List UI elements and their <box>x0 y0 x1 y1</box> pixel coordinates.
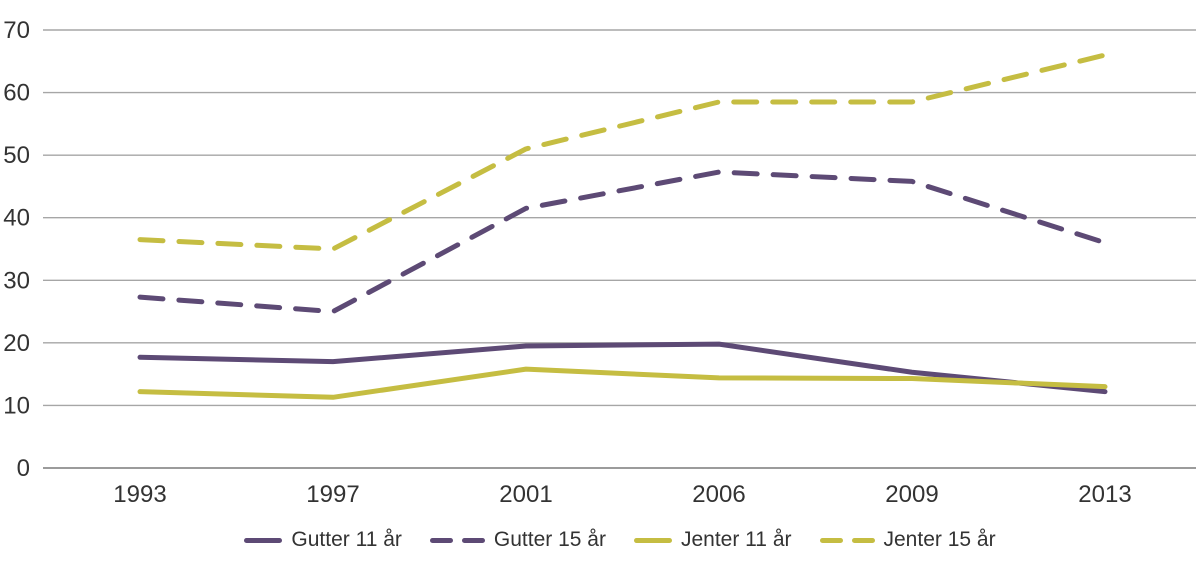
legend-dash <box>633 537 672 543</box>
legend-swatch-jenter-11 <box>633 537 672 543</box>
legend-dash <box>819 537 843 543</box>
y-tick-label: 70 <box>3 17 30 44</box>
legend-dash <box>461 537 485 543</box>
legend-dash <box>429 537 453 543</box>
x-tick-label: 2013 <box>1078 481 1131 508</box>
x-tick-label: 1993 <box>113 481 166 508</box>
x-tick-label: 2006 <box>692 481 745 508</box>
legend-label-gutter-15: Gutter 15 år <box>493 528 606 551</box>
y-tick-label: 50 <box>3 142 30 169</box>
series-line-jenter-11-ar <box>137 366 1108 400</box>
series-line-gutter-15-ar <box>137 169 1108 315</box>
series-line-jenter-15-ar <box>137 52 1108 252</box>
legend-item-gutter-11: Gutter 11 år <box>244 528 402 552</box>
legend-swatch-gutter-11 <box>244 537 283 543</box>
legend-label-gutter-11: Gutter 11 år <box>291 528 402 551</box>
legend-swatch-gutter-15 <box>429 537 485 543</box>
legend-label-jenter-11: Jenter 11 år <box>680 528 792 551</box>
y-tick-label: 10 <box>3 392 30 419</box>
chart-legend: Gutter 11 år Gutter 15 år Jenter 11 år J… <box>20 510 1200 570</box>
legend-label-jenter-15: Jenter 15 år <box>883 528 996 551</box>
y-tick-label: 20 <box>3 330 30 357</box>
y-tick-label: 30 <box>3 267 30 294</box>
plot-area: 0 10 20 30 40 50 60 70 1993 1997 2001 2006 2009 2013 <box>3 17 1196 508</box>
x-tick-label: 2009 <box>885 481 938 508</box>
x-tick-label: 2001 <box>499 481 552 508</box>
legend-swatch-jenter-15 <box>819 537 875 543</box>
legend-dash <box>851 537 875 543</box>
x-tick-label: 1997 <box>306 481 359 508</box>
y-tick-label: 60 <box>3 80 30 107</box>
y-tick-label: 40 <box>3 205 30 232</box>
series-line-gutter-11-ar <box>137 341 1108 395</box>
y-tick-label: 0 <box>17 455 30 482</box>
legend-item-jenter-11: Jenter 11 år <box>633 528 792 552</box>
legend-item-jenter-15: Jenter 15 år <box>819 528 996 552</box>
legend-item-gutter-15: Gutter 15 år <box>429 528 606 552</box>
legend-dash <box>244 537 283 543</box>
